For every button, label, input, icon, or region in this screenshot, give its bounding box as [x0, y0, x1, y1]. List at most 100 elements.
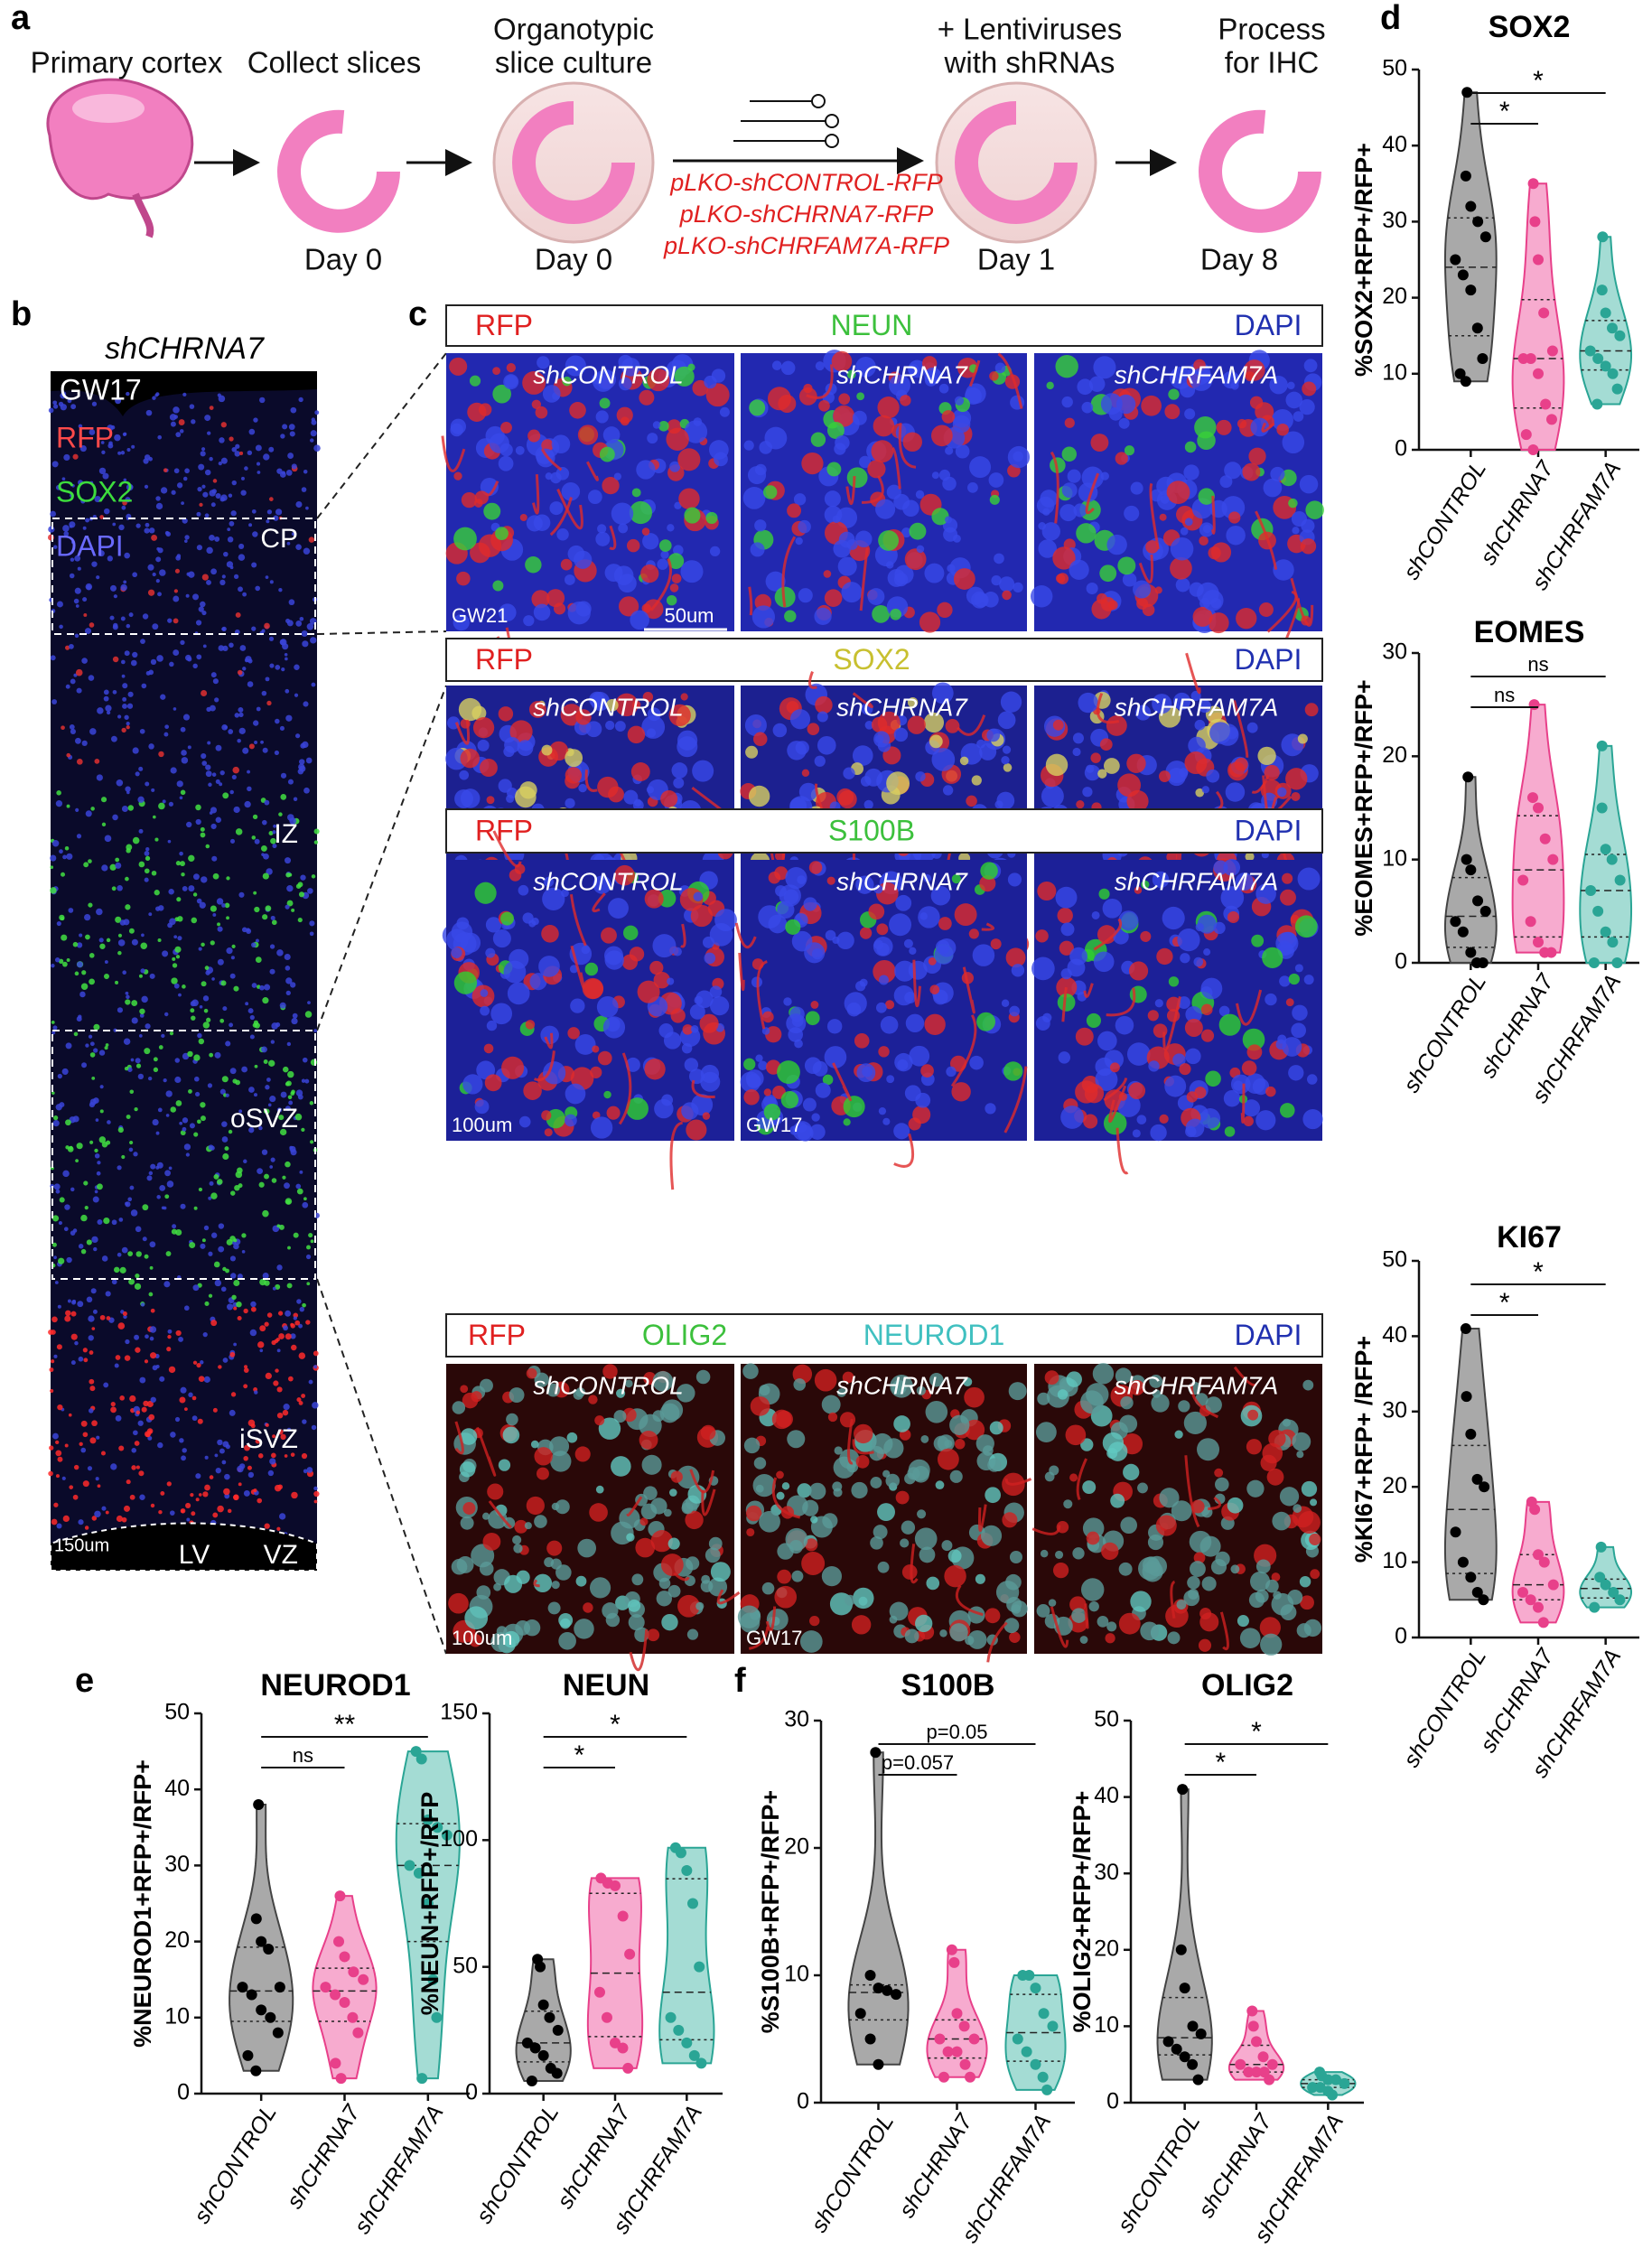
cell	[876, 923, 889, 936]
cell	[219, 437, 225, 443]
cell	[1239, 1628, 1261, 1649]
cell	[146, 1175, 153, 1181]
cell	[89, 953, 95, 958]
cell	[263, 1109, 268, 1114]
cell	[222, 1006, 228, 1012]
cell	[989, 1421, 1003, 1435]
cell	[1030, 585, 1053, 608]
cell	[76, 1143, 83, 1150]
cell	[175, 955, 181, 959]
data-point	[1461, 87, 1473, 98]
cell	[615, 693, 639, 717]
cell	[1008, 1382, 1027, 1401]
cell	[64, 645, 70, 650]
cell	[453, 527, 477, 551]
cell	[313, 1499, 318, 1504]
cell	[262, 997, 269, 1004]
data-point	[1520, 429, 1532, 441]
process	[898, 423, 917, 469]
cell	[780, 360, 796, 376]
cell	[59, 914, 65, 921]
cell	[957, 357, 978, 378]
data-point	[864, 1970, 876, 1981]
cell	[613, 472, 622, 481]
data-point	[250, 1913, 262, 1925]
cell	[85, 628, 92, 635]
cell	[269, 1458, 276, 1465]
cell	[863, 799, 873, 810]
cell	[684, 1058, 699, 1072]
cell	[1309, 1533, 1321, 1545]
cell	[1115, 394, 1136, 415]
cell	[132, 572, 138, 578]
y-tick-label: 50	[453, 1953, 478, 1978]
cell	[305, 757, 313, 764]
cell	[246, 928, 252, 934]
cell	[1242, 462, 1261, 481]
cell	[680, 560, 704, 583]
process	[1210, 495, 1216, 535]
cell	[278, 1224, 285, 1230]
data-point	[1179, 2051, 1190, 2063]
cell	[279, 1002, 286, 1009]
cell	[618, 596, 639, 617]
cell	[1246, 722, 1258, 733]
cell	[668, 704, 691, 727]
cell	[1072, 1547, 1085, 1560]
cell	[163, 732, 169, 737]
cell	[920, 1435, 929, 1443]
cell	[195, 1473, 201, 1479]
cell	[225, 1093, 229, 1097]
y-tick-label: 0	[1395, 436, 1407, 462]
cell	[50, 1388, 54, 1394]
data-point	[529, 2042, 541, 2054]
process	[968, 359, 981, 387]
cell	[305, 1254, 312, 1260]
cell	[56, 790, 61, 796]
cell	[1200, 1003, 1213, 1016]
cell	[1265, 1086, 1276, 1097]
cell	[101, 1506, 107, 1511]
cell	[299, 1170, 303, 1174]
cell	[180, 1203, 186, 1209]
cell	[221, 1460, 227, 1465]
cell	[485, 947, 496, 958]
cell	[104, 1046, 108, 1050]
cell	[851, 1615, 872, 1635]
cell	[80, 1214, 88, 1222]
cell	[295, 1183, 302, 1190]
cell	[469, 1634, 482, 1647]
process	[1261, 422, 1275, 433]
cell	[1055, 886, 1078, 909]
workflow-graphics	[46, 78, 1321, 244]
cell	[748, 785, 770, 807]
cell	[966, 586, 985, 605]
cell	[214, 536, 220, 542]
process	[618, 1052, 632, 1125]
cell	[1097, 925, 1116, 945]
cell	[1279, 1487, 1300, 1507]
cell	[117, 451, 122, 455]
cell	[537, 356, 550, 369]
data-point	[272, 2027, 284, 2039]
cell	[255, 585, 261, 592]
cell	[174, 568, 180, 574]
cell	[526, 515, 543, 532]
cell	[284, 953, 291, 961]
cell	[241, 1250, 246, 1254]
data-point	[1187, 2058, 1199, 2070]
cell	[129, 1395, 136, 1403]
cell	[1175, 577, 1190, 592]
cell	[243, 1367, 249, 1373]
cell	[208, 1144, 214, 1151]
cell	[895, 894, 912, 911]
y-tick-label: 0	[797, 2089, 809, 2114]
cell	[76, 942, 83, 948]
cell	[118, 1218, 124, 1222]
data-point	[1195, 2028, 1207, 2039]
cell	[58, 1221, 62, 1226]
process	[701, 1488, 716, 1516]
cell	[238, 727, 246, 734]
cell	[714, 909, 737, 932]
cell	[270, 837, 276, 844]
